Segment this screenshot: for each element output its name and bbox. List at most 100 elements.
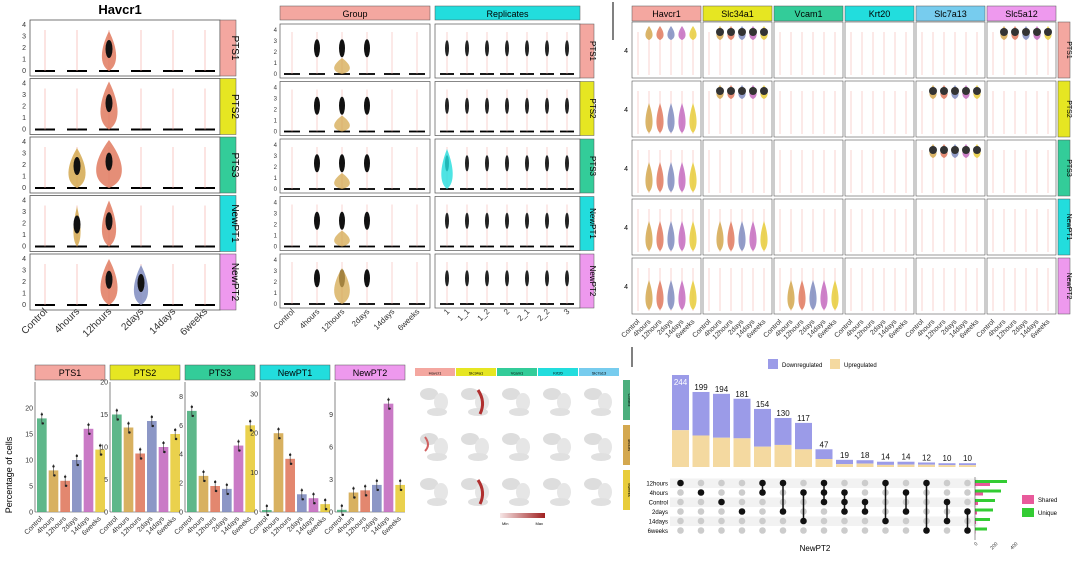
panel-e-gene-label: Slc7a13: [592, 371, 607, 376]
panel-d-point: [353, 496, 356, 499]
panel-f-bar-up: [795, 449, 812, 467]
panel-d-point: [99, 453, 103, 456]
panel-d-ytick: 30: [250, 391, 258, 398]
panel-d-header-label: NewPT1: [278, 368, 313, 378]
panel-f-matrix-dot: [718, 498, 725, 506]
panel-c-svg: Havcr1 Slc34a1 Vcam1 Krt20 Slc7a13 Slc5a12 4 PT…: [612, 2, 1072, 341]
panel-b-header-group: [279, 5, 431, 21]
panel-d-ytick: 3: [329, 477, 333, 484]
panel-f-legend-down-swatch: [768, 359, 778, 369]
panel-c-violin-top: [1044, 28, 1052, 36]
panel-d-bar: [158, 447, 169, 512]
panel-d-point: [364, 494, 368, 497]
panel-d-point: [41, 422, 45, 425]
panel-f-bar-down: [897, 461, 915, 465]
panel-e-row-strip: [623, 425, 631, 465]
panel-a-ytick: 2: [22, 45, 26, 52]
panel-d-bar: [187, 410, 197, 512]
panel-e-gene-header: [538, 368, 578, 376]
panel-c-violin-top: [962, 146, 970, 154]
panel-d-point: [340, 504, 344, 508]
panel-f-side-unique: [975, 499, 995, 502]
panel-c-cell: [702, 198, 773, 256]
panel-a-violin-core: [105, 212, 113, 231]
panel-a-strip-label: PTS2: [229, 94, 240, 119]
panel-b-strip-label: NewPT2: [588, 266, 597, 297]
panel-f-bar-up: [959, 465, 976, 467]
panel-f-matrix-dot: [841, 527, 848, 534]
panel-b-violin-core: [364, 39, 370, 58]
panel-c-violin-top: [749, 87, 757, 95]
panel-f-matrix-dot: [677, 527, 684, 534]
panel-f-matrix-dot: [718, 508, 725, 515]
panel-d-ytick: 8: [179, 394, 183, 401]
panel-d-bar: [210, 486, 220, 512]
panel-d-point: [248, 420, 252, 423]
panel-b-rep-core: [465, 40, 469, 57]
panel-e-umap-blob: [509, 453, 529, 461]
panel-f-side-shared: [975, 502, 978, 505]
panel-d-ytick: 5: [29, 484, 33, 491]
panel-d-point: [191, 414, 195, 418]
panel-c-cell: [773, 257, 844, 315]
panel-d-point: [127, 422, 130, 425]
panel-d-point: [237, 440, 240, 443]
panel-f-side-legend-unique-label: Unique: [1038, 511, 1058, 517]
panel-a-violin-core: [73, 215, 81, 234]
panel-e-umap-blob: [584, 478, 602, 490]
panel-f-matrix-dot: [738, 517, 746, 525]
panel-f-matrix-dot: [718, 517, 725, 525]
panel-a-ytick: 2: [22, 279, 26, 286]
panel-c-cell: [986, 198, 1057, 256]
panel-d-bar: [395, 484, 405, 512]
panel-c-violin-top: [727, 87, 735, 95]
panel-c-violin-top: [973, 87, 981, 95]
panel-b-group-box: [279, 81, 431, 136]
panel-a-strip-label: PTS1: [229, 35, 240, 60]
panel-f-matrix-dot: [964, 479, 971, 487]
panel-b-ytick: 2: [274, 165, 278, 171]
panel-f-svg: Downregulated Upregulated 244 199 194 181 154 1…: [631, 347, 1058, 553]
panel-f-bar-up: [918, 464, 935, 467]
panel-f-matrix-dot: [841, 517, 848, 525]
panel-c-cell: [986, 80, 1057, 138]
panel-b-rep-core: [545, 270, 549, 287]
panel-a-ytick: 2: [22, 162, 26, 169]
panel-e-row-label: 6weeks: [627, 483, 630, 497]
panel-b-rep-xtick: 2_1: [516, 307, 532, 323]
panel-b-rep-core: [525, 155, 529, 172]
panel-f-bar-up: [713, 437, 730, 467]
panel-c-gene-label: Slc5a12: [1005, 9, 1038, 19]
panel-a-xtick: Control: [20, 306, 51, 337]
panel-b-violin-core: [339, 96, 345, 115]
panel-e-umap-blob: [502, 433, 520, 445]
panel-d-bar: [170, 434, 180, 512]
panel-c-cell: [631, 80, 702, 138]
panel-f-matrix-dot: [820, 517, 828, 525]
panel-d-point: [63, 475, 67, 478]
panel-c-strip-label: PTS3: [1065, 159, 1072, 177]
panel-d-point: [341, 513, 345, 517]
panel-f-matrix-dot: [779, 527, 787, 534]
panel-b-rep-xtick: 1_1: [456, 307, 472, 323]
panel-f-side-unique: [975, 480, 1007, 483]
panel-a-strip-label: PTS3: [229, 152, 240, 177]
panel-d-bar: [308, 498, 319, 512]
panel-e-umap-blob: [516, 438, 530, 456]
panel-d-header: [334, 364, 406, 381]
panel-d-point: [138, 448, 142, 451]
panel-a-ytick: 4: [22, 139, 26, 146]
panel-c-violin: [667, 221, 675, 251]
panel-f-matrix-dot: [964, 498, 971, 506]
panel-c-violin: [798, 280, 806, 310]
panel-f-bar-value: 130: [776, 409, 790, 418]
panel-d-ytick: 0: [329, 510, 333, 517]
panel-c-violin: [656, 162, 664, 192]
panel-d-percentage-bars: Percentage of cells PTS1 0 5 10 15 20 Control 4h…: [0, 360, 410, 559]
panel-d-point: [288, 453, 292, 457]
panel-a-ytick: 0: [22, 68, 26, 75]
panel-f-side-shared: [975, 483, 990, 486]
panel-a-ytick: 1: [22, 57, 26, 64]
panel-c-violin: [727, 221, 735, 251]
panel-b-ytick: 0: [274, 302, 278, 308]
